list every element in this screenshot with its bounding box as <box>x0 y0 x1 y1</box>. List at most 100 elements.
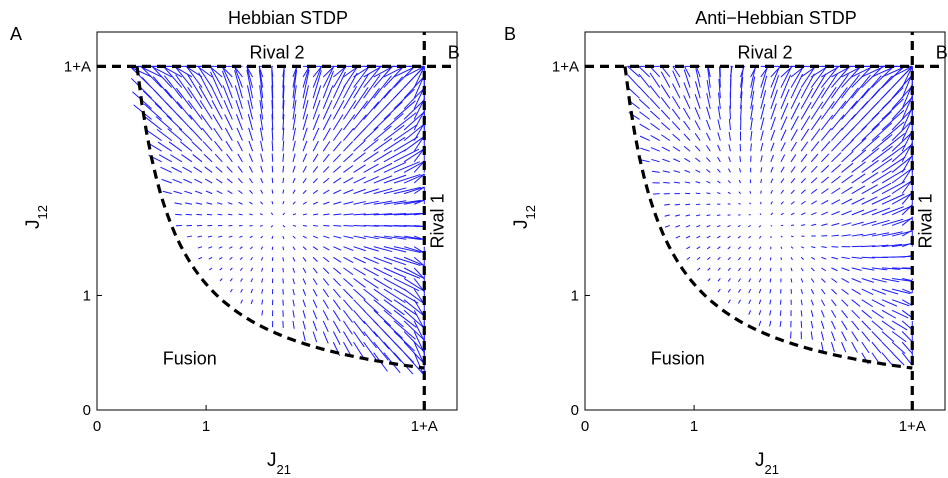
vector-arrow <box>292 257 296 262</box>
vector-arrow <box>271 235 274 239</box>
vector-arrow <box>901 309 913 319</box>
vector-arrow <box>238 201 243 205</box>
vector-arrow <box>332 310 341 322</box>
vector-arrow <box>302 246 307 251</box>
vector-arrow <box>810 177 818 184</box>
vector-arrow <box>353 320 366 337</box>
vector-arrow <box>154 102 173 120</box>
vector-arrow <box>333 165 342 173</box>
vector-arrow <box>717 119 721 131</box>
vector-arrow <box>383 299 405 316</box>
vector-arrow <box>770 66 781 88</box>
vector-arrow <box>800 87 814 110</box>
vector-arrow <box>821 211 829 216</box>
vector-arrow <box>363 320 378 338</box>
vector-arrow <box>675 224 681 228</box>
vector-arrow <box>717 278 721 282</box>
vector-arrow <box>649 85 661 99</box>
vector-arrow <box>282 153 285 162</box>
vector-arrow <box>831 288 837 295</box>
vector-arrow <box>696 246 701 250</box>
vector-arrow <box>901 229 913 237</box>
vector-arrow <box>373 256 393 265</box>
vector-arrow <box>393 173 421 184</box>
vector-arrow <box>373 150 393 163</box>
vector-arrow <box>649 72 661 88</box>
vector-arrow <box>891 309 909 319</box>
vector-arrow <box>861 245 876 248</box>
vector-arrow <box>259 99 264 120</box>
vector-arrow <box>748 267 752 272</box>
vector-arrow <box>249 189 253 194</box>
vector-arrow <box>175 74 193 99</box>
vector-arrow <box>353 188 366 195</box>
vector-arrow <box>727 180 731 184</box>
vector-arrow <box>684 66 691 78</box>
vector-arrow <box>373 246 393 253</box>
vector-arrow <box>660 109 671 120</box>
vector-arrow <box>662 158 671 163</box>
vector-arrow <box>261 310 264 316</box>
vector-arrow <box>353 267 366 276</box>
vector-arrow <box>821 223 828 226</box>
vector-arrow <box>353 201 366 205</box>
vector-arrow <box>178 128 193 141</box>
vector-arrow <box>861 196 878 205</box>
vector-arrow <box>343 66 359 88</box>
vector-arrow <box>225 140 233 152</box>
vector-arrow <box>695 157 701 163</box>
vector-arrow <box>260 177 264 184</box>
vector-arrow <box>851 65 874 78</box>
vector-arrow <box>271 66 274 78</box>
vector-arrow <box>248 140 254 152</box>
vector-arrow <box>413 66 425 88</box>
vector-arrow <box>226 178 233 184</box>
vector-arrow <box>831 310 837 318</box>
vector-arrow <box>312 178 318 184</box>
vector-arrow <box>383 256 407 266</box>
vector-arrow <box>216 202 223 205</box>
vector-arrow <box>821 188 829 195</box>
vector-arrow <box>760 66 769 88</box>
y-axis-label-sub: 12 <box>523 205 538 219</box>
vector-arrow <box>727 256 731 261</box>
vector-arrow <box>228 213 233 216</box>
vector-arrow <box>186 73 203 99</box>
vector-arrow <box>292 288 295 296</box>
vector-arrow <box>881 309 897 319</box>
vector-arrow <box>192 154 203 163</box>
vector-arrow <box>413 199 425 205</box>
vector-arrow <box>194 178 203 184</box>
vector-arrow <box>373 200 393 205</box>
vector-arrow <box>383 66 404 88</box>
vector-arrow <box>871 267 888 271</box>
vector-arrow <box>841 174 853 184</box>
vector-arrow <box>881 65 907 78</box>
vector-arrow <box>851 256 863 259</box>
vector-arrow <box>790 178 796 184</box>
vector-arrow <box>403 320 425 341</box>
vector-arrow <box>373 113 391 131</box>
vector-arrow <box>891 217 913 226</box>
vector-arrow <box>779 299 782 305</box>
vector-arrow <box>333 213 342 216</box>
vector-arrow <box>871 65 896 78</box>
vector-arrow <box>302 278 307 285</box>
vector-arrow <box>168 141 183 152</box>
vector-arrow <box>841 234 851 237</box>
vector-arrow <box>790 246 794 249</box>
vector-arrow <box>343 153 354 163</box>
vector-arrow <box>353 73 370 99</box>
vector-arrow <box>851 309 861 319</box>
vector-arrow <box>737 225 741 228</box>
vector-arrow <box>821 267 827 272</box>
vector-arrow <box>717 256 721 261</box>
vector-arrow <box>250 267 253 272</box>
vector-arrow <box>343 256 354 263</box>
vector-arrow <box>831 199 841 205</box>
vector-arrow <box>343 100 357 120</box>
vector-arrow <box>302 288 307 296</box>
vector-arrow <box>748 278 752 283</box>
vector-arrow <box>215 178 223 184</box>
vector-arrow <box>779 320 782 327</box>
